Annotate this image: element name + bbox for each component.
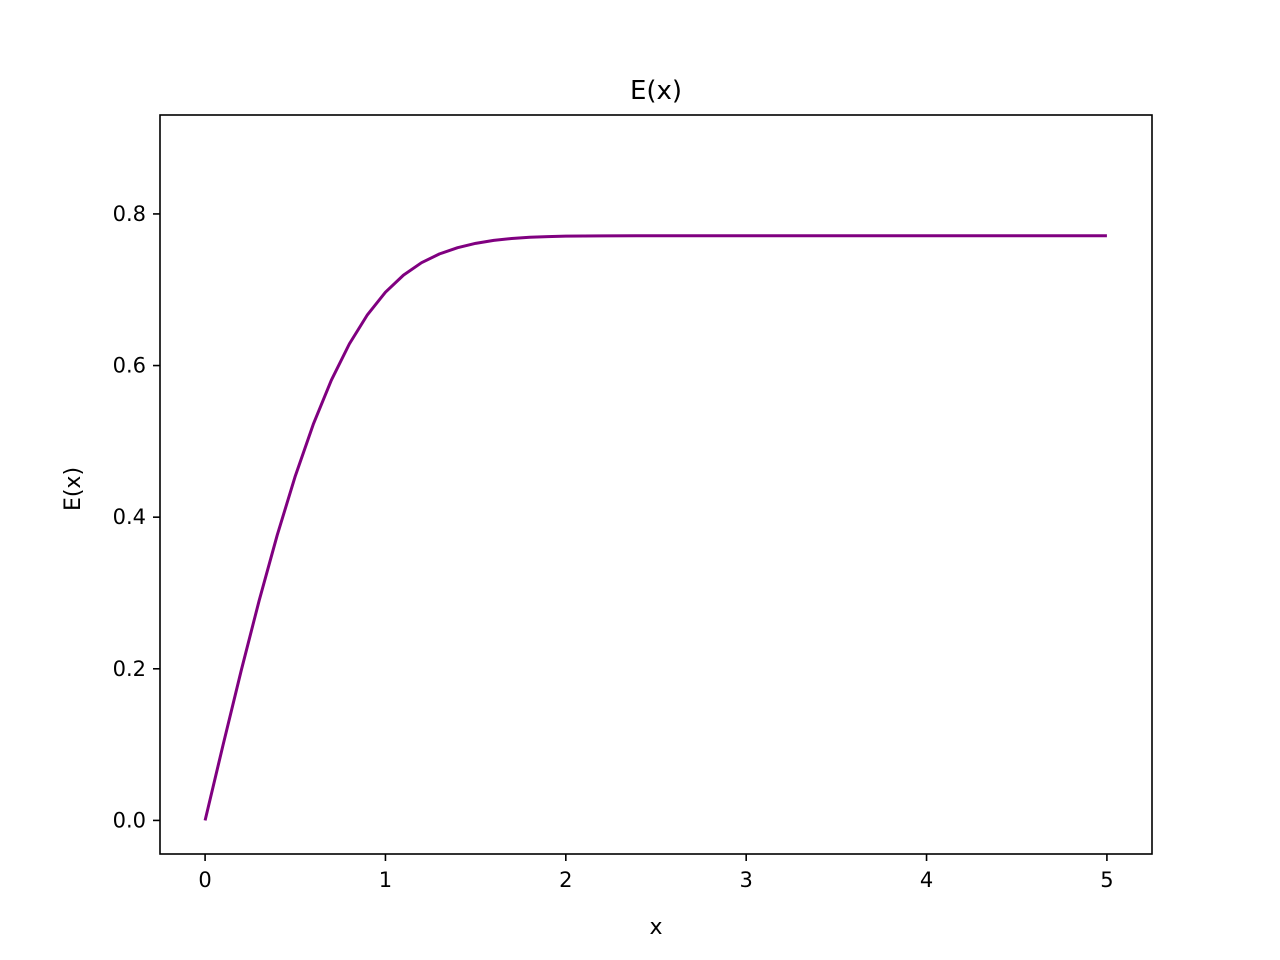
y-axis-label: E(x) [61, 467, 86, 511]
y-tick-label: 0.2 [113, 657, 146, 681]
x-axis-label: x [649, 915, 662, 940]
axes-frame [159, 114, 1153, 855]
x-tick-label: 2 [559, 868, 572, 892]
y-axis: 0.0 0.2 0.4 0.6 0.8 [113, 202, 160, 832]
x-tick-label: 4 [920, 868, 933, 892]
y-tick-label: 0.0 [113, 808, 146, 832]
chart-title: E(x) [630, 76, 682, 106]
x-axis: 0 1 2 3 4 5 [198, 854, 1114, 892]
y-tick-label: 0.8 [113, 202, 146, 226]
y-tick-label: 0.6 [113, 354, 146, 378]
series-line-E [203, 234, 1107, 821]
x-tick-label: 0 [198, 868, 211, 892]
x-tick-label: 3 [739, 868, 752, 892]
y-tick-label: 0.4 [113, 505, 146, 529]
plot-area [203, 234, 1107, 821]
x-tick-label: 5 [1100, 868, 1113, 892]
x-tick-label: 1 [379, 868, 392, 892]
